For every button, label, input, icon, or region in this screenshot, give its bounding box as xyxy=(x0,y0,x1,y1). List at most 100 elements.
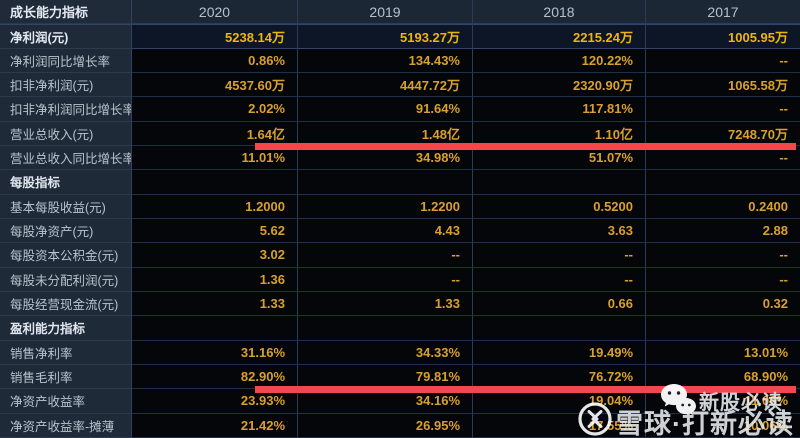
value-cell-2019: 4447.72万 xyxy=(298,72,473,98)
section-header-row: 盈利能力指标 xyxy=(0,316,800,341)
value-cell-2020: 4537.60万 xyxy=(132,72,298,98)
table-row: 营业总收入同比增长率 11.01% 34.98% 51.07% -- xyxy=(0,145,800,171)
row-label: 每股指标 xyxy=(0,170,132,195)
value-cell-2017: 0.32 xyxy=(646,291,800,317)
value-cell-2019: 1.33 xyxy=(298,291,473,317)
value-cell-2017: 0.2400 xyxy=(646,194,800,219)
value-cell-2020: 82.90% xyxy=(132,364,298,390)
row-label: 净资产收益率 xyxy=(0,389,132,414)
table-row: 净利润(元) 5238.14万 5193.27万 2215.24万 1005.95万 xyxy=(0,24,800,49)
table-title: 成长能力指标 xyxy=(0,0,132,25)
value-cell-2019: 34.98% xyxy=(298,145,473,171)
value-cell-2020: 5.62 xyxy=(132,218,298,244)
value-cell-2019: 79.81% xyxy=(298,364,473,390)
table-row: 每股未分配利润(元) 1.36 -- -- -- xyxy=(0,267,800,292)
table-row: 扣非净利润同比增长率 2.02% 91.64% 117.81% -- xyxy=(0,97,800,122)
value-cell-2017: 2.88 xyxy=(646,218,800,244)
value-cell-2020: 1.33 xyxy=(132,291,298,317)
value-cell-2018: 3.63 xyxy=(473,218,646,244)
value-cell-2018: 0.66 xyxy=(473,291,646,317)
column-header-2019: 2019 xyxy=(298,0,473,25)
value-cell-2020: 0.86% xyxy=(132,48,298,73)
value-cell-2018: 0.5200 xyxy=(473,194,646,219)
value-cell-2018: 17.55% xyxy=(473,413,646,438)
value-cell-2018: 1.10亿 xyxy=(473,121,646,146)
value-cell-2018 xyxy=(473,316,646,341)
column-header-2017: 2017 xyxy=(646,0,800,25)
row-label: 营业总收入(元) xyxy=(0,121,132,146)
value-cell-2018: -- xyxy=(473,243,646,268)
row-label: 每股净资产(元) xyxy=(0,218,132,244)
value-cell-2017: -- xyxy=(646,97,800,122)
value-cell-2017 xyxy=(646,170,800,195)
row-label: 盈利能力指标 xyxy=(0,316,132,341)
value-cell-2018: 19.49% xyxy=(473,340,646,365)
table-row: 净资产收益率 23.93% 34.16% 19.04% 11.06% xyxy=(0,389,800,414)
value-cell-2018: 2215.24万 xyxy=(473,24,646,49)
value-cell-2019: 134.43% xyxy=(298,48,473,73)
value-cell-2020 xyxy=(132,170,298,195)
value-cell-2017: 11.06% xyxy=(646,389,800,414)
highlight-underline xyxy=(255,385,796,393)
value-cell-2018: 117.81% xyxy=(473,97,646,122)
highlight-underline xyxy=(255,142,796,150)
value-cell-2018: 51.07% xyxy=(473,145,646,171)
value-cell-2020: 11.01% xyxy=(132,145,298,171)
value-cell-2017: 10.06% xyxy=(646,413,800,438)
table-row: 销售净利率 31.16% 34.33% 19.49% 13.01% xyxy=(0,340,800,365)
value-cell-2017: -- xyxy=(646,48,800,73)
row-label: 销售毛利率 xyxy=(0,364,132,390)
value-cell-2018: -- xyxy=(473,267,646,292)
value-cell-2018 xyxy=(473,170,646,195)
value-cell-2020: 1.64亿 xyxy=(132,121,298,146)
value-cell-2019 xyxy=(298,170,473,195)
value-cell-2020: 1.2000 xyxy=(132,194,298,219)
row-label: 营业总收入同比增长率 xyxy=(0,145,132,171)
value-cell-2017: 1065.58万 xyxy=(646,72,800,98)
section-header-row: 每股指标 xyxy=(0,170,800,195)
value-cell-2017: -- xyxy=(646,267,800,292)
value-cell-2017: -- xyxy=(646,145,800,171)
value-cell-2019: 34.16% xyxy=(298,389,473,414)
table-row: 每股资本公积金(元) 3.02 -- -- -- xyxy=(0,243,800,268)
value-cell-2019: 1.2200 xyxy=(298,194,473,219)
table-row: 净资产收益率-摊薄 21.42% 26.95% 17.55% 10.06% xyxy=(0,413,800,438)
value-cell-2020: 23.93% xyxy=(132,389,298,414)
value-cell-2019: 91.64% xyxy=(298,97,473,122)
row-label: 扣非净利润(元) xyxy=(0,72,132,98)
row-label: 净利润同比增长率 xyxy=(0,48,132,73)
row-label: 扣非净利润同比增长率 xyxy=(0,97,132,122)
value-cell-2020: 21.42% xyxy=(132,413,298,438)
value-cell-2019 xyxy=(298,316,473,341)
row-label: 净资产收益率-摊薄 xyxy=(0,413,132,438)
value-cell-2019: 4.43 xyxy=(298,218,473,244)
row-label: 净利润(元) xyxy=(0,24,132,49)
value-cell-2019: -- xyxy=(298,243,473,268)
row-label: 销售净利率 xyxy=(0,340,132,365)
value-cell-2018: 120.22% xyxy=(473,48,646,73)
value-cell-2018: 19.04% xyxy=(473,389,646,414)
value-cell-2020: 3.02 xyxy=(132,243,298,268)
value-cell-2017: 13.01% xyxy=(646,340,800,365)
value-cell-2020: 1.36 xyxy=(132,267,298,292)
value-cell-2019: 26.95% xyxy=(298,413,473,438)
row-label: 每股资本公积金(元) xyxy=(0,243,132,268)
value-cell-2020: 31.16% xyxy=(132,340,298,365)
value-cell-2019: 34.33% xyxy=(298,340,473,365)
value-cell-2017: -- xyxy=(646,243,800,268)
value-cell-2019: -- xyxy=(298,267,473,292)
column-header-2020: 2020 xyxy=(132,0,298,25)
value-cell-2017 xyxy=(646,316,800,341)
row-label: 每股经营现金流(元) xyxy=(0,291,132,317)
value-cell-2019: 5193.27万 xyxy=(298,24,473,49)
table-body: 净利润(元) 5238.14万 5193.27万 2215.24万 1005.95万 净利… xyxy=(0,24,800,438)
table-row: 基本每股收益(元) 1.2000 1.2200 0.5200 0.2400 xyxy=(0,194,800,219)
value-cell-2020 xyxy=(132,316,298,341)
value-cell-2020: 5238.14万 xyxy=(132,24,298,49)
value-cell-2020: 2.02% xyxy=(132,97,298,122)
row-label: 每股未分配利润(元) xyxy=(0,267,132,292)
table-row: 销售毛利率 82.90% 79.81% 76.72% 68.90% xyxy=(0,364,800,390)
value-cell-2017: 1005.95万 xyxy=(646,24,800,49)
table-row: 扣非净利润(元) 4537.60万 4447.72万 2320.90万 1065.58万 xyxy=(0,72,800,98)
